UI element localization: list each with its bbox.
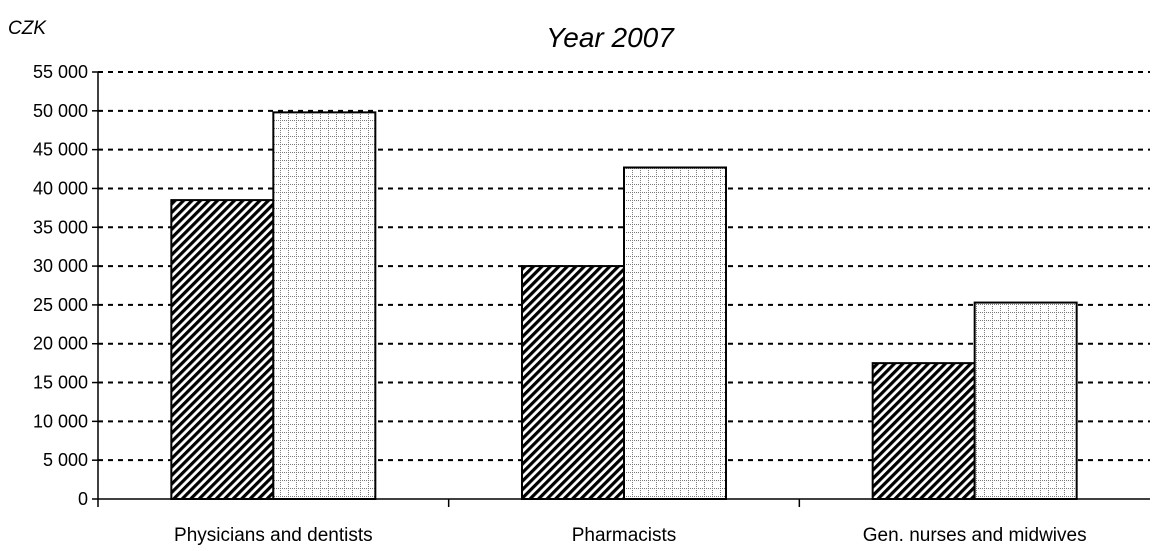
x-category-label: Physicians and dentists — [174, 525, 373, 546]
unit-label: CZK — [8, 18, 47, 39]
y-tick-label: 10 000 — [33, 411, 88, 431]
y-tick-label: 20 000 — [33, 334, 88, 354]
y-tick-label: 45 000 — [33, 140, 88, 160]
y-axis: 0 5 000 10 000 15 000 20 000 25 000 30 000 35 0… — [33, 62, 99, 509]
bars — [170, 111, 1078, 500]
x-axis: Physicians and dentists Pharmacists Gen. n… — [97, 498, 1150, 546]
y-tick-label: 15 000 — [33, 373, 88, 393]
y-tick-label: 35 000 — [33, 217, 88, 237]
bar-1-3 — [871, 362, 976, 500]
y-tick-label: 25 000 — [33, 295, 88, 315]
x-category-label: Gen. nurses and midwives — [863, 525, 1087, 546]
bar-2-1 — [272, 111, 377, 500]
bar-1-1 — [170, 199, 275, 500]
y-tick-label: 55 000 — [33, 62, 88, 82]
chart-title: Year 2007 — [546, 22, 675, 53]
bar-2-2 — [623, 166, 727, 500]
x-category-label: Pharmacists — [572, 525, 677, 546]
y-tick-label: 0 — [78, 489, 88, 509]
bar-1-2 — [521, 265, 625, 500]
y-tick-label: 50 000 — [33, 101, 88, 121]
bar-2-3 — [973, 301, 1078, 500]
y-tick-label: 30 000 — [33, 256, 88, 276]
y-tick-label: 40 000 — [33, 178, 88, 198]
y-tick-label: 5 000 — [43, 450, 88, 470]
